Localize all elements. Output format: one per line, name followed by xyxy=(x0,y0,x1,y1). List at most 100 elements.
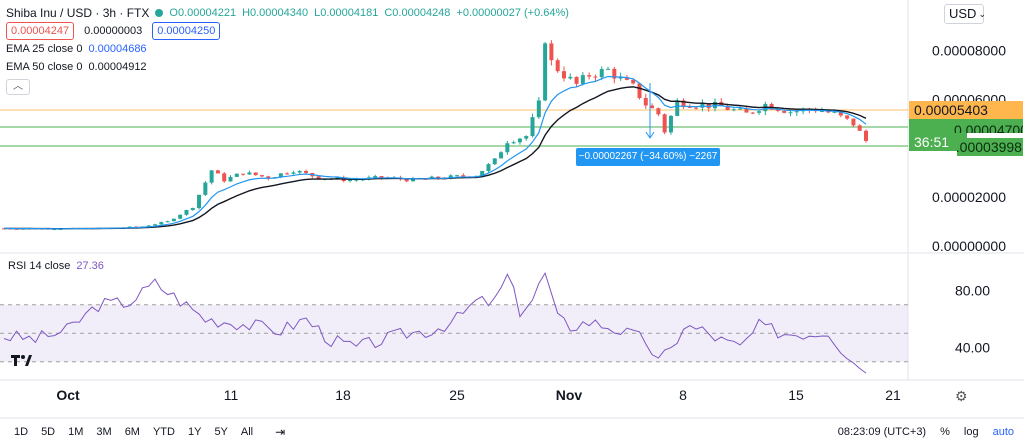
candle-body xyxy=(159,222,164,225)
candle-body xyxy=(511,142,516,144)
timeframe-6m[interactable]: 6M xyxy=(124,425,140,438)
time-tick-label[interactable]: 21 xyxy=(885,387,901,403)
candle-body xyxy=(524,136,529,139)
time-tick-label[interactable]: 18 xyxy=(335,387,351,403)
auto-toggle[interactable]: auto xyxy=(992,425,1014,438)
timeframe-list: 1D 5D 1M 3M 6M YTD 1Y 5Y All xyxy=(14,426,253,438)
timeframe-5d[interactable]: 5D xyxy=(41,425,56,438)
timeframe-ytd[interactable]: YTD xyxy=(152,425,175,438)
sell-button[interactable]: 0.00004247 xyxy=(6,22,75,40)
timeframe-1y[interactable]: 1Y xyxy=(187,425,202,438)
arrow-down-icon xyxy=(645,131,655,139)
candle-body xyxy=(259,175,264,177)
price-axis[interactable]: 0.000080000.000060000.000020000.00000000… xyxy=(932,42,1006,355)
range-tooltip: −0.00002267 (−34.60%) −2267 xyxy=(576,148,720,166)
candle-body xyxy=(838,111,843,116)
rsi-tick-label[interactable]: 80.00 xyxy=(955,283,990,299)
candle-body xyxy=(757,111,762,113)
timeframe-all[interactable]: All xyxy=(240,425,254,438)
candle-body xyxy=(857,125,862,131)
rsi-line xyxy=(3,271,867,374)
candle-body xyxy=(731,109,736,111)
candle-body xyxy=(826,111,831,113)
log-toggle[interactable]: log xyxy=(963,425,979,438)
timeframe-1m[interactable]: 1M xyxy=(68,425,84,438)
timeframe-3m[interactable]: 3M xyxy=(96,425,112,438)
symbol-title[interactable]: Shiba Inu / USD · 3h · FTX xyxy=(6,6,150,20)
candles xyxy=(2,40,868,231)
time-axis[interactable]: Oct 11 18 25 Nov 8 15 21 xyxy=(56,387,901,403)
candle-body xyxy=(404,179,409,182)
collapse-legend-button[interactable]: ︿ xyxy=(6,79,30,95)
candle-body xyxy=(373,176,378,178)
candle-body xyxy=(197,194,202,209)
time-tick-label[interactable]: 15 xyxy=(788,387,804,403)
buy-button[interactable]: 0.00004250 xyxy=(152,22,221,40)
candle-body xyxy=(410,178,415,182)
main-pane[interactable] xyxy=(0,0,908,252)
rsi-pane[interactable] xyxy=(0,271,908,374)
candle-body xyxy=(335,177,340,179)
candle-body xyxy=(505,143,510,153)
candle-body xyxy=(819,111,824,113)
candle-body xyxy=(480,170,485,177)
bottom-right-controls: 08:23:09 (UTC+3) % log auto xyxy=(838,426,1014,438)
time-tick-label[interactable]: 8 xyxy=(679,387,687,403)
candle-body xyxy=(448,175,453,179)
candle-body xyxy=(555,60,560,72)
time-tick-label[interactable]: Oct xyxy=(56,387,80,403)
candle-body xyxy=(744,108,749,113)
rsi-tick-label[interactable]: 40.00 xyxy=(955,340,990,356)
green-price-tag-top: 0.00004700 xyxy=(909,119,1023,133)
clock[interactable]: 08:23:09 (UTC+3) xyxy=(837,425,927,438)
low-value: L0.00004181 xyxy=(314,7,379,19)
candle-body xyxy=(285,173,290,175)
chevron-down-icon: ⌄ xyxy=(978,9,986,19)
date-range-icon[interactable]: ⇥ xyxy=(275,424,286,439)
ema50-value: 0.00004912 xyxy=(88,61,147,73)
candle-body xyxy=(637,83,642,98)
candle-body xyxy=(304,170,309,173)
candle-body xyxy=(165,221,170,223)
timeframe-1d[interactable]: 1D xyxy=(14,425,29,438)
candle-body xyxy=(650,105,655,109)
currency-select[interactable]: USD ⌄ xyxy=(944,4,986,24)
candle-body xyxy=(631,79,636,84)
candle-body xyxy=(492,158,497,165)
percent-toggle[interactable]: % xyxy=(940,425,950,438)
high-value: H0.00004340 xyxy=(242,7,309,19)
candle-body xyxy=(668,115,673,133)
time-tick-label[interactable]: Nov xyxy=(556,387,583,403)
timeframe-5y[interactable]: 5Y xyxy=(214,425,228,438)
rsi-label[interactable]: RSI 14 close xyxy=(8,260,71,272)
candle-body xyxy=(549,43,554,61)
candle-body xyxy=(178,214,183,219)
tradingview-logo[interactable] xyxy=(10,352,32,368)
ema50-label[interactable]: EMA 50 close 0 xyxy=(6,61,83,73)
price-tick-label[interactable]: 0.00008000 xyxy=(932,42,1006,58)
time-tick-label[interactable]: 25 xyxy=(449,387,465,403)
candle-body xyxy=(574,76,579,84)
settings-gear-icon[interactable]: ⚙ xyxy=(955,388,968,404)
close-value: C0.00004248 xyxy=(384,7,451,19)
candle-body xyxy=(606,68,611,70)
candle-body xyxy=(354,179,359,181)
green-price-tag-bottom: 0.00003998 xyxy=(957,138,1023,156)
time-tick-label[interactable]: 11 xyxy=(224,387,239,403)
ema25-label[interactable]: EMA 25 close 0 xyxy=(6,43,83,55)
rsi-legend: RSI 14 close 27.36 xyxy=(8,260,104,272)
price-tick-label[interactable]: 0.00000000 xyxy=(932,238,1006,254)
candle-body xyxy=(543,43,548,101)
candle-body xyxy=(153,224,158,226)
price-tick-label[interactable]: 0.00002000 xyxy=(932,189,1006,205)
candle-body xyxy=(536,100,541,118)
candle-body xyxy=(694,107,699,109)
candle-body xyxy=(499,152,504,159)
candle-body xyxy=(234,173,239,177)
candle-body xyxy=(316,176,321,180)
candle-body xyxy=(58,228,63,230)
ema25-line xyxy=(3,75,867,230)
candle-body xyxy=(278,173,283,178)
